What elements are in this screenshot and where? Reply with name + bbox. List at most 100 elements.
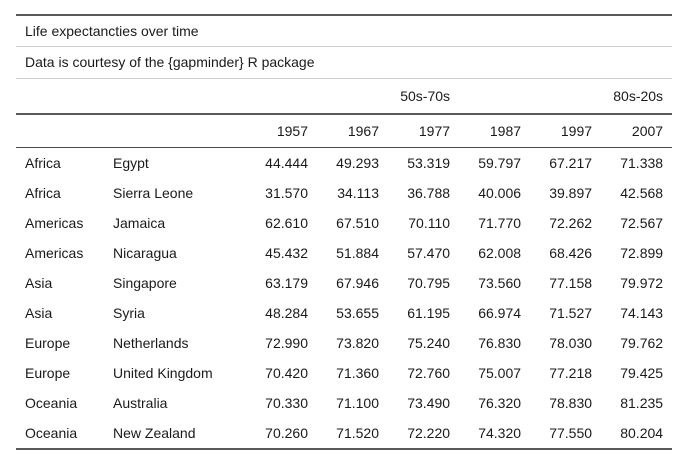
life-expectancy-cell: 53.655 — [336, 305, 379, 321]
life-expectancy-cell: 71.520 — [317, 418, 388, 450]
life-expectancy-cell: 72.262 — [549, 215, 593, 231]
life-expectancy-cell: 73.820 — [336, 335, 379, 351]
life-expectancy-cell: 40.006 — [478, 185, 522, 201]
table-row: Europe United Kingdom 70.420 71.360 72.760 75… — [16, 358, 672, 388]
life-expectancy-cell: 61.195 — [407, 305, 451, 321]
life-expectancy-cell: 67.946 — [336, 275, 379, 291]
table-row: Oceania Australia 70.330 71.100 73.490 76.320… — [16, 388, 672, 418]
life-expectancy-cell: 72.760 — [407, 365, 451, 381]
spanner-header-row: 50s-70s 80s-20s — [16, 79, 673, 115]
column-header-year: 1997 — [530, 114, 602, 148]
life-expectancy-cell: 78.830 — [549, 395, 593, 411]
country-cell: Jamaica — [113, 215, 166, 231]
life-expectancy-cell: 48.284 — [265, 305, 308, 321]
life-expectancy-cell: 79.762 — [620, 335, 664, 351]
table-row: Africa Egypt 44.444 49.293 53.319 59.797 67.21… — [16, 148, 672, 179]
life-expectancy-cell: 34.113 — [337, 185, 379, 201]
continent-cell: Oceania — [16, 418, 104, 450]
country-cell: Singapore — [113, 275, 177, 291]
country-cell: Australia — [113, 395, 168, 411]
life-expectancy-cell: 72.990 — [265, 335, 308, 351]
life-expectancy-cell: 72.220 — [388, 418, 460, 450]
life-expectancy-cell: 77.218 — [549, 365, 593, 381]
life-expectancy-cell: 79.425 — [620, 365, 664, 381]
country-cell: Netherlands — [113, 335, 189, 351]
life-expectancy-cell: 71.338 — [620, 155, 664, 171]
life-expectancy-cell: 74.320 — [459, 418, 531, 450]
column-header-year: 1957 — [246, 114, 317, 148]
continent-cell: Europe — [25, 365, 71, 381]
life-expectancy-table: Life expectancties over time Data is cou… — [16, 14, 673, 450]
life-expectancy-cell: 77.158 — [549, 275, 593, 291]
life-expectancy-cell: 62.610 — [265, 215, 308, 231]
continent-cell: Asia — [25, 305, 53, 321]
life-expectancy-cell: 78.030 — [549, 335, 593, 351]
life-expectancy-cell: 77.550 — [530, 418, 602, 450]
life-expectancy-cell: 71.527 — [549, 305, 593, 321]
life-expectancy-cell: 66.974 — [478, 305, 522, 321]
life-expectancy-cell: 67.510 — [336, 215, 379, 231]
life-expectancy-cell: 70.330 — [265, 395, 308, 411]
table-row: Africa Sierra Leone 31.570 34.113 36.788 40.0… — [16, 178, 672, 208]
continent-cell: Americas — [25, 215, 84, 231]
life-expectancy-cell: 62.008 — [478, 245, 522, 261]
continent-cell: Africa — [25, 185, 61, 201]
life-expectancy-cell: 70.260 — [246, 418, 317, 450]
country-cell: United Kingdom — [113, 365, 213, 381]
life-expectancy-cell: 42.568 — [620, 185, 664, 201]
life-expectancy-cell: 63.179 — [265, 275, 308, 291]
continent-cell: Oceania — [25, 395, 78, 411]
country-cell: Syria — [113, 305, 145, 321]
country-cell: Nicaragua — [113, 245, 177, 261]
life-expectancy-cell: 57.470 — [407, 245, 451, 261]
life-expectancy-cell: 70.420 — [265, 365, 308, 381]
life-expectancy-cell: 71.770 — [478, 215, 522, 231]
table-row: Asia Syria 48.284 53.655 61.195 66.974 71.527 7… — [16, 298, 672, 328]
continent-cell: Africa — [25, 155, 61, 171]
life-expectancy-cell: 72.899 — [620, 245, 664, 261]
continent-cell: Asia — [25, 275, 53, 291]
life-expectancy-cell: 44.444 — [265, 155, 308, 171]
life-expectancy-cell: 51.884 — [336, 245, 379, 261]
table-row: Europe Netherlands 72.990 73.820 75.240 76.83… — [16, 328, 672, 358]
column-header-blank — [104, 114, 246, 148]
country-cell: Sierra Leone — [113, 185, 194, 201]
column-header-row: 1957 1967 1977 1987 1997 2007 — [16, 114, 673, 148]
life-expectancy-cell: 39.897 — [549, 185, 593, 201]
life-expectancy-cell: 49.293 — [336, 155, 379, 171]
life-expectancy-cell: 75.007 — [478, 365, 522, 381]
column-header-year: 1987 — [459, 114, 531, 148]
spanner-blank — [16, 79, 246, 115]
life-expectancy-cell: 36.788 — [407, 185, 451, 201]
life-expectancy-cell: 53.319 — [407, 155, 451, 171]
country-cell: Egypt — [113, 155, 149, 171]
table-title: Life expectancties over time — [16, 14, 672, 47]
table-row: Oceania New Zealand 70.260 71.520 72.220 74.3… — [16, 418, 673, 450]
life-expectancy-cell: 74.143 — [620, 305, 664, 321]
life-expectancy-cell: 76.830 — [478, 335, 522, 351]
column-header-year: 2007 — [601, 114, 673, 148]
column-header-blank — [16, 114, 104, 148]
life-expectancy-cell: 70.110 — [408, 215, 451, 231]
life-expectancy-cell: 59.797 — [478, 155, 522, 171]
column-header-year: 1977 — [388, 114, 460, 148]
life-expectancy-cell: 81.235 — [620, 395, 664, 411]
spanner-50s-70s: 50s-70s — [246, 79, 460, 115]
life-expectancy-cell: 73.490 — [407, 395, 451, 411]
life-expectancy-cell: 71.360 — [336, 365, 379, 381]
table-row: Americas Jamaica 62.610 67.510 70.110 71.770 7… — [16, 208, 672, 238]
table-subtitle: Data is courtesy of the {gapminder} R pa… — [16, 47, 672, 79]
life-expectancy-cell: 76.320 — [478, 395, 522, 411]
continent-cell: Europe — [25, 335, 71, 351]
life-expectancy-cell: 75.240 — [407, 335, 451, 351]
life-expectancy-cell: 31.570 — [265, 185, 308, 201]
life-expectancy-cell: 71.100 — [336, 395, 379, 411]
life-expectancy-cell: 80.204 — [601, 418, 673, 450]
table-row: Americas Nicaragua 45.432 51.884 57.470 62.00… — [16, 238, 672, 268]
life-expectancy-cell: 45.432 — [265, 245, 308, 261]
spanner-80s-20s: 80s-20s — [459, 79, 673, 115]
continent-cell: Americas — [25, 245, 84, 261]
life-expectancy-cell: 73.560 — [478, 275, 522, 291]
life-expectancy-cell: 72.567 — [620, 215, 664, 231]
life-expectancy-cell: 70.795 — [407, 275, 451, 291]
